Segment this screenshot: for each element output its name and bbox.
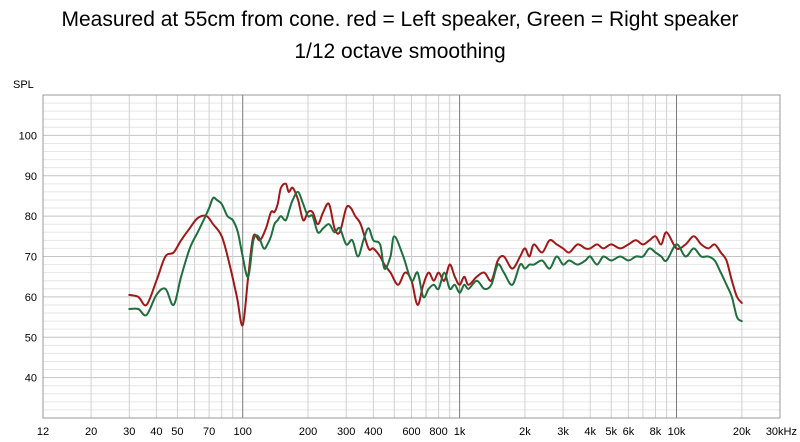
grid <box>43 95 781 418</box>
plot-frame <box>42 94 781 419</box>
y-tick-label: 50 <box>25 332 37 344</box>
y-tick-label: 70 <box>25 252 37 264</box>
y-tick-label: 90 <box>25 171 37 183</box>
x-tick-label: 8k <box>650 426 662 438</box>
series-group <box>128 182 743 327</box>
x-tick-label: 300 <box>337 426 355 438</box>
x-tick-label: 50 <box>171 426 183 438</box>
x-tick-label: 6k <box>623 426 635 438</box>
series-line-right-speaker <box>128 190 743 323</box>
x-tick-label: 3k <box>557 426 569 438</box>
x-tick-label: 400 <box>364 426 382 438</box>
y-tick-label: 60 <box>25 292 37 304</box>
x-tick-label: 200 <box>299 426 317 438</box>
x-tick-label: 2k <box>519 426 531 438</box>
chart-subtitle: 1/12 octave smoothing <box>294 40 506 63</box>
y-tick-label: 40 <box>25 373 37 385</box>
x-tick-label: 1k <box>454 426 466 438</box>
x-tick-label: 30 <box>123 426 135 438</box>
x-tick-label: 20 <box>85 426 97 438</box>
x-tick-label: 5k <box>605 426 617 438</box>
series-line-left-speaker <box>128 182 743 327</box>
chart-title: Measured at 55cm from cone. red = Left s… <box>61 8 739 31</box>
x-tick-label: 30kHz <box>766 426 797 438</box>
x-tick-label: 600 <box>402 426 420 438</box>
x-tick-label: 70 <box>203 426 215 438</box>
y-axis-label: SPL <box>13 79 34 91</box>
y-tick-label: 80 <box>25 211 37 223</box>
x-tick-label: 800 <box>429 426 447 438</box>
x-tick-label: 12 <box>37 426 49 438</box>
x-tick-label: 10k <box>668 426 686 438</box>
y-tick-label: 100 <box>19 130 37 142</box>
x-tick-label: 40 <box>150 426 162 438</box>
x-tick-label: 100 <box>234 426 252 438</box>
x-tick-label: 4k <box>584 426 596 438</box>
x-tick-labels: 12 20 30 40 50 70 100 200 300 400 600 800 1k 2k 3k 4k 5k… <box>37 426 797 438</box>
y-tick-labels: 40 50 60 70 80 90 100 <box>19 130 37 384</box>
x-tick-label: 20k <box>733 426 751 438</box>
